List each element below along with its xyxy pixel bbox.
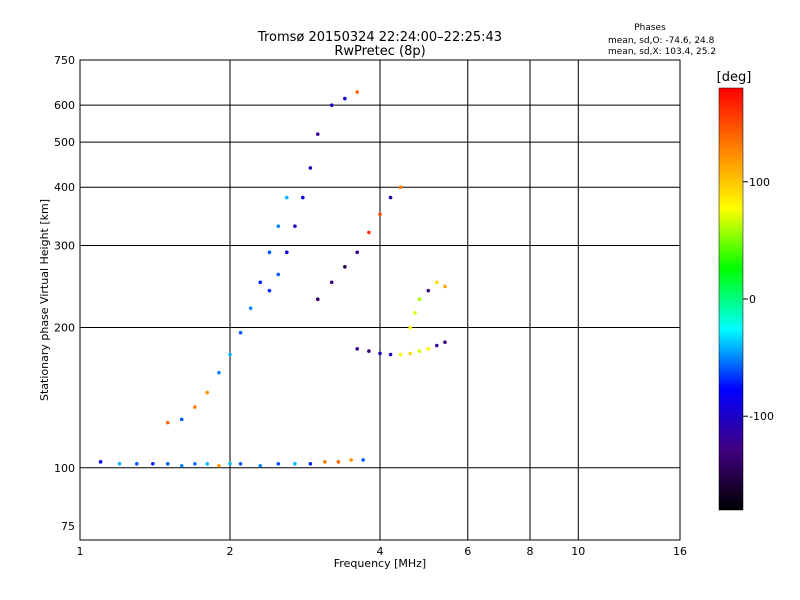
data-point xyxy=(349,458,353,462)
data-point xyxy=(417,349,422,353)
data-point xyxy=(258,280,263,285)
data-point xyxy=(284,250,289,255)
data-point xyxy=(434,343,439,348)
data-point xyxy=(343,96,347,101)
data-point xyxy=(343,264,347,269)
x-axis-ticks: 1 2 4 6 8 10 16 xyxy=(77,545,688,558)
data-point xyxy=(179,463,184,468)
data-point xyxy=(388,352,393,357)
x-tick-label: 10 xyxy=(571,545,585,558)
data-point xyxy=(301,195,305,200)
data-point xyxy=(217,370,221,375)
data-point xyxy=(284,195,289,200)
data-point xyxy=(179,417,184,422)
x-tick-label: 8 xyxy=(527,545,534,558)
data-point xyxy=(361,458,365,462)
legend-line-x: mean, sd,X: 103.4, 25.2 xyxy=(608,47,716,57)
chart-title: Tromsø 20150324 22:24:00–22:25:43 xyxy=(257,30,502,45)
data-point xyxy=(408,325,413,330)
y-tick-label: 500 xyxy=(54,136,75,149)
data-point xyxy=(367,349,371,353)
colorbar-tick-label: 0 xyxy=(749,293,756,306)
data-point xyxy=(308,166,313,170)
y-tick-label: 300 xyxy=(54,239,75,252)
data-point xyxy=(293,462,297,466)
data-point xyxy=(228,352,232,357)
plot-frame xyxy=(79,59,681,541)
data-point xyxy=(205,390,209,395)
x-tick-label: 6 xyxy=(464,545,471,558)
legend-line-o: mean, sd,O: -74.6, 24.8 xyxy=(608,36,715,46)
data-point xyxy=(434,280,439,285)
data-point xyxy=(398,185,403,190)
data-point xyxy=(205,462,209,466)
data-point xyxy=(217,463,221,468)
data-point xyxy=(165,420,170,425)
data-point xyxy=(355,347,359,351)
data-point xyxy=(355,90,359,94)
y-tick-label: 750 xyxy=(54,54,75,67)
x-tick-label: 2 xyxy=(227,545,234,558)
data-point xyxy=(315,297,320,302)
data-point xyxy=(388,195,393,200)
data-point xyxy=(398,352,403,357)
data-point xyxy=(308,462,313,466)
data-point xyxy=(426,288,431,293)
data-point xyxy=(426,347,431,351)
colorbar-tick-label: 100 xyxy=(749,176,770,189)
y-tick-label: 400 xyxy=(54,181,75,194)
data-point xyxy=(315,132,320,136)
x-axis-label: Frequency [MHz] xyxy=(334,557,426,570)
data-point xyxy=(238,462,243,466)
data-point xyxy=(413,311,417,315)
data-point xyxy=(417,297,422,302)
data-point xyxy=(98,460,103,464)
data-point xyxy=(276,224,281,228)
x-tick-label: 4 xyxy=(377,545,384,558)
colorbar-tick-label: -100 xyxy=(749,410,774,423)
y-tick-label: 600 xyxy=(54,99,75,112)
y-axis-ticks: 75 100 200 300 400 500 600 750 xyxy=(54,54,75,533)
data-point xyxy=(267,250,272,255)
legend-title: Phases xyxy=(634,23,666,33)
data-point xyxy=(267,288,272,293)
data-point xyxy=(443,340,447,345)
data-point xyxy=(336,460,341,464)
data-point xyxy=(293,224,297,228)
data-point xyxy=(408,351,413,356)
data-point xyxy=(329,280,334,285)
data-point xyxy=(276,462,281,466)
x-tick-label: 1 xyxy=(77,545,84,558)
data-point xyxy=(193,405,197,409)
colorbar: [deg] 100 0 -100 xyxy=(717,70,774,511)
x-tick-label: 16 xyxy=(673,545,687,558)
data-point xyxy=(329,103,334,107)
y-axis-label: Stationary phase Virtual Height [km] xyxy=(38,199,51,401)
data-point xyxy=(355,250,359,255)
data-points xyxy=(98,90,447,468)
data-point xyxy=(443,284,447,289)
chart-subtitle: RwPretec (8p) xyxy=(334,44,425,59)
data-point xyxy=(258,463,263,468)
grid xyxy=(80,60,680,540)
data-point xyxy=(248,306,253,311)
data-point xyxy=(165,462,170,466)
y-tick-label: 100 xyxy=(54,462,75,475)
data-point xyxy=(228,462,232,466)
data-point xyxy=(378,351,382,356)
data-point xyxy=(238,330,243,335)
colorbar-label: [deg] xyxy=(717,70,752,85)
y-tick-label: 75 xyxy=(61,520,75,533)
data-point xyxy=(367,230,371,235)
data-point xyxy=(378,212,382,217)
data-point xyxy=(117,462,122,466)
y-tick-label: 200 xyxy=(54,322,75,335)
colorbar-gradient xyxy=(718,87,744,511)
data-point xyxy=(276,272,281,277)
data-point xyxy=(323,460,327,464)
data-point xyxy=(151,462,155,466)
data-point xyxy=(193,462,197,466)
data-point xyxy=(134,462,139,466)
